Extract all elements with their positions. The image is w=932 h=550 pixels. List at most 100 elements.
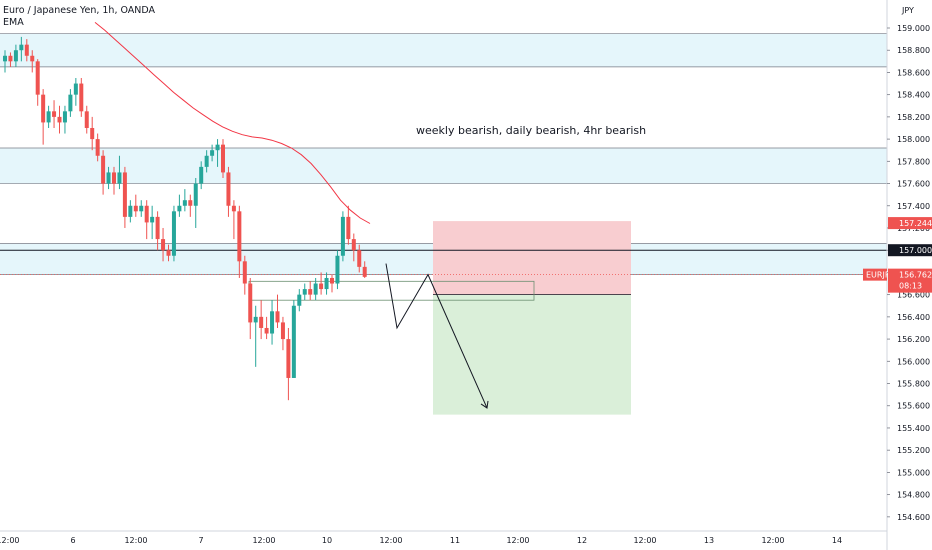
candle-body [259, 316, 264, 328]
candle-body [161, 239, 166, 251]
candle-body [46, 111, 51, 123]
candle-body [324, 277, 329, 290]
time-tick-label: 12:00 [633, 536, 656, 545]
candle-body [117, 172, 122, 184]
candle-body [62, 111, 67, 123]
candle-body [35, 61, 40, 95]
ema-line [94, 22, 371, 224]
time-tick-label: 12 [577, 536, 587, 545]
candle-body [155, 216, 160, 240]
candle-body [308, 289, 313, 295]
time-tick-label: 14 [832, 536, 842, 545]
candle-body [291, 305, 296, 378]
candle-body [112, 172, 116, 184]
projection-path[interactable] [385, 263, 488, 409]
candle-body [79, 83, 84, 112]
time-tick-label: 13 [704, 536, 714, 545]
time-tick-label: 10 [322, 536, 332, 545]
time-tick-label: 12:00 [124, 536, 147, 545]
time-tick-label: 11 [450, 536, 460, 545]
analysis-annotation: weekly bearish, daily bearish, 4hr beari… [416, 124, 646, 137]
time-tick-label: 6 [70, 536, 75, 545]
candle-body [193, 183, 198, 206]
price-tick-label: 158.800 [897, 46, 930, 55]
candle-body [13, 50, 18, 62]
candle-body [150, 216, 155, 223]
price-tick-label: 154.600 [897, 513, 930, 522]
candle-body [231, 205, 236, 212]
stop-price-tag [888, 217, 932, 230]
candle-body [3, 55, 7, 62]
price-tick-label: 155.200 [897, 446, 930, 455]
countdown-label: 08:13 [899, 282, 922, 291]
candle-body [362, 266, 367, 277]
candle-body [204, 155, 209, 167]
candle-body [335, 255, 340, 284]
last-price-label: 156.762 [899, 271, 932, 280]
candle-body [319, 283, 324, 290]
candle-body [90, 127, 95, 140]
candle-body [68, 94, 73, 112]
chart-title: Euro / Japanese Yen, 1h, OANDA [3, 5, 156, 16]
level-price-tag [888, 244, 932, 257]
candle-body [270, 311, 275, 334]
candle-body [101, 155, 106, 184]
candle-body [313, 283, 318, 295]
arrow-head [480, 400, 489, 409]
price-tick-label: 156.000 [897, 357, 930, 366]
candle-body [210, 150, 215, 156]
currency-label: JPY [901, 6, 914, 15]
price-tick-label: 158.600 [897, 68, 930, 77]
candle-body [199, 166, 204, 184]
price-tick-label: 158.400 [897, 91, 930, 100]
candle-body [95, 139, 100, 156]
candle-body [182, 200, 187, 206]
candle-body [106, 172, 111, 184]
candle-body [237, 211, 242, 262]
candle-body [242, 261, 247, 284]
price-tick-label: 157.400 [897, 202, 930, 211]
candle-body [302, 289, 307, 295]
zone-band [0, 33, 887, 67]
candle-body [188, 200, 193, 206]
symbol-tag[interactable] [863, 268, 887, 281]
candle-body [215, 144, 220, 151]
price-tick-label: 155.000 [897, 468, 930, 477]
candle-body [340, 216, 345, 256]
stop-price-label: 157.244 [899, 219, 932, 228]
stop-loss-zone[interactable] [433, 221, 631, 295]
candle-body [73, 83, 78, 95]
price-tick-label: 157.800 [897, 157, 930, 166]
level-price-label: 157.000 [899, 246, 932, 255]
price-tick-label: 157.600 [897, 180, 930, 189]
price-tick-label: 155.400 [897, 424, 930, 433]
price-tick-label: 154.800 [897, 491, 930, 500]
time-tick-label: 7 [198, 536, 203, 545]
candle-body [346, 216, 351, 240]
candle-body [351, 239, 356, 251]
candle-body [128, 205, 133, 217]
candle-body [221, 144, 225, 173]
time-tick-label: 12:00 [506, 536, 529, 545]
candle-body [280, 322, 285, 340]
candle-body [30, 55, 35, 62]
price-tick-label: 156.200 [897, 335, 930, 344]
time-tick-label: 12:00 [761, 536, 784, 545]
symbol-label: EURJPY [866, 271, 894, 280]
take-profit-zone[interactable] [433, 294, 631, 415]
indicator-label[interactable]: EMA [3, 17, 24, 28]
candle-body [122, 172, 127, 217]
zone-band [0, 147, 887, 184]
candle-body [24, 44, 29, 56]
time-tick-label: 12:00 [252, 536, 275, 545]
last-price-tag [888, 268, 932, 293]
candle-body [84, 111, 89, 128]
price-tick-label: 156.400 [897, 313, 930, 322]
candle-body [357, 250, 362, 267]
price-tick-label: 155.600 [897, 402, 930, 411]
candle-body [248, 283, 253, 323]
candle-body [144, 205, 149, 223]
candle-body [19, 44, 24, 51]
price-tick-label: 158.000 [897, 135, 930, 144]
